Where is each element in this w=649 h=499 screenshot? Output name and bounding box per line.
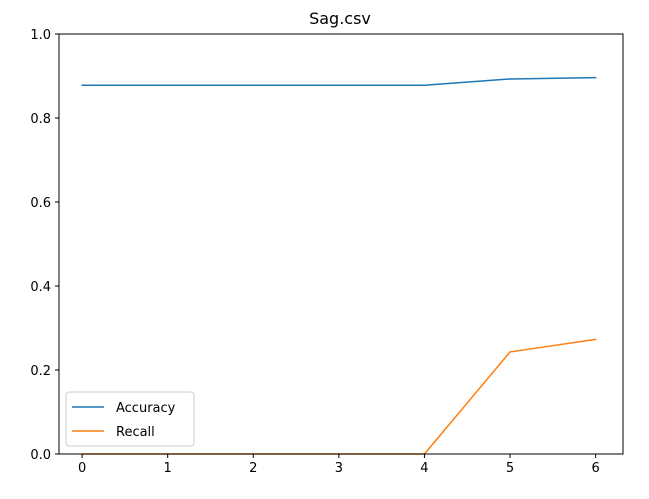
data-point-accuracy-2 — [252, 84, 255, 86]
y-tick-label-3: 0.6 — [30, 196, 51, 211]
x-tick-label-3: 3 — [335, 461, 343, 476]
y-tick-label-2: 0.4 — [30, 280, 51, 295]
data-point-recall-6 — [594, 338, 597, 341]
y-tick-label-1: 0.2 — [30, 364, 51, 379]
axes-layer: 0 1 2 3 4 5 6 0.0 0.2 0.4 0.6 0.8 1.0 — [30, 28, 599, 476]
data-point-accuracy-3 — [338, 84, 340, 86]
x-tick-label-5: 5 — [506, 461, 514, 476]
data-point-accuracy-1 — [166, 84, 169, 86]
data-point-recall-5 — [509, 351, 511, 353]
y-tick-label-5: 1.0 — [30, 28, 51, 43]
legend-label-recall: Recall — [116, 425, 155, 440]
x-tick-label-1: 1 — [164, 461, 172, 476]
x-tick-label-6: 6 — [591, 461, 599, 476]
data-point-accuracy-6 — [594, 76, 597, 79]
y-tick-label-4: 0.8 — [30, 112, 51, 127]
legend: Accuracy Recall — [65, 391, 195, 447]
series-line-accuracy — [82, 76, 596, 86]
legend-box — [65, 391, 195, 447]
y-tick-label-0: 0.0 — [30, 448, 51, 463]
x-tick-label-4: 4 — [420, 461, 428, 476]
data-point-accuracy-4 — [423, 84, 426, 86]
plot-frame — [58, 33, 624, 455]
data-point-accuracy-0 — [81, 84, 83, 86]
data-point-accuracy-5 — [509, 78, 511, 80]
chart-title: Sag.csv — [309, 9, 371, 28]
x-tick-label-0: 0 — [78, 461, 86, 476]
legend-label-accuracy: Accuracy — [116, 401, 176, 416]
x-tick-label-2: 2 — [249, 461, 257, 476]
